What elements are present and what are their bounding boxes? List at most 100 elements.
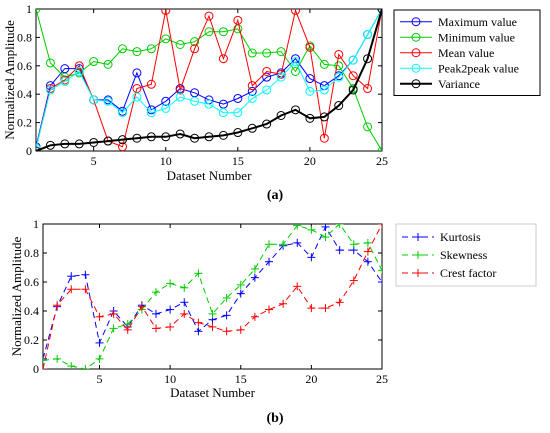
data-point (190, 96, 200, 106)
legend-item-variance: Variance (400, 77, 480, 91)
data-point (132, 92, 142, 102)
caption-b-text: (b) (266, 411, 284, 426)
data-point (233, 24, 243, 34)
legend-swatch-marker (411, 48, 421, 58)
data-point (307, 253, 316, 262)
data-point (152, 288, 160, 297)
data-point (118, 44, 127, 54)
data-point (190, 88, 200, 98)
data-point (166, 279, 175, 288)
data-point (204, 132, 214, 142)
data-point (262, 85, 272, 95)
data-point (218, 27, 228, 37)
data-point (334, 72, 344, 82)
data-point (218, 99, 228, 109)
x-tick-label: 10 (164, 372, 176, 386)
data-point (60, 64, 70, 74)
data-point (218, 130, 228, 140)
data-point (152, 324, 160, 333)
plot-area (42, 223, 383, 370)
data-point (152, 309, 160, 318)
y-tick-label: 0.6 (17, 59, 32, 73)
data-point (307, 304, 316, 313)
data-point (60, 76, 70, 86)
legend-label: Skewness (440, 248, 488, 262)
series-line-minimum-value (36, 9, 382, 151)
x-tick-label: 10 (160, 154, 172, 168)
data-point (321, 304, 330, 313)
data-point (305, 74, 315, 84)
data-point (291, 57, 300, 67)
data-point (218, 108, 228, 118)
data-point (262, 66, 272, 76)
data-point (123, 325, 132, 334)
data-point (118, 135, 127, 145)
data-point (89, 137, 99, 147)
legend-swatch-marker (411, 63, 421, 73)
legend-label: Crest factor (440, 266, 496, 280)
data-point (175, 92, 185, 102)
data-point (118, 142, 127, 151)
legend-item-minimum-value: Minimum value (400, 30, 515, 44)
data-point (118, 108, 127, 118)
data-point (378, 278, 382, 286)
data-point (363, 54, 373, 64)
data-point (60, 139, 70, 149)
data-point (291, 66, 300, 76)
data-point (194, 327, 203, 336)
legend-item-kurtosis: Kurtosis (402, 230, 481, 244)
legend-item-maximum-value: Maximum value (400, 15, 517, 29)
data-point (36, 143, 41, 151)
data-point (305, 113, 315, 123)
data-point (132, 84, 142, 94)
data-point (146, 44, 156, 54)
data-point (265, 240, 273, 249)
data-point (95, 354, 104, 363)
data-point (103, 59, 113, 69)
y-tick-label: 0.6 (24, 275, 39, 289)
data-point (53, 301, 62, 310)
data-point (233, 128, 243, 138)
data-point (74, 66, 84, 76)
data-point (81, 285, 90, 294)
y-tick-label: 0.2 (24, 333, 39, 347)
data-point (137, 302, 146, 311)
y-tick-label: 0.8 (17, 30, 32, 44)
data-point (146, 105, 156, 115)
data-point (132, 47, 142, 57)
data-point (293, 224, 302, 230)
y-tick-label: 1 (26, 2, 32, 16)
data-point (194, 318, 203, 327)
data-point (319, 112, 329, 122)
data-point (276, 72, 286, 82)
data-point (293, 282, 302, 291)
data-point (262, 72, 272, 82)
data-point (250, 312, 259, 321)
data-point (67, 362, 76, 369)
x-tick-label: 15 (232, 154, 244, 168)
y-tick-label: 0 (33, 362, 39, 376)
data-point (81, 270, 90, 279)
x-tick-label: 5 (97, 372, 103, 386)
data-point (247, 123, 257, 133)
y-tick-label: 0.8 (24, 246, 39, 260)
data-point (348, 71, 358, 81)
data-point (74, 61, 84, 71)
data-point (132, 68, 142, 78)
caption-a-text: (a) (266, 188, 284, 203)
data-point (335, 246, 344, 255)
data-point (180, 283, 189, 292)
y-axis-label: Normalized Amplitude (9, 237, 24, 357)
data-point (363, 238, 372, 247)
x-tick-label: 5 (91, 154, 97, 168)
data-point (161, 96, 171, 106)
data-point (378, 266, 382, 275)
data-point (204, 27, 214, 37)
series-line-peak2peak-value (36, 9, 382, 149)
data-point (279, 299, 288, 308)
y-tick-label: 0 (26, 144, 32, 158)
x-tick-label: 25 (376, 372, 388, 386)
legend-label: Peak2peak value (438, 61, 519, 75)
data-point (45, 140, 55, 150)
